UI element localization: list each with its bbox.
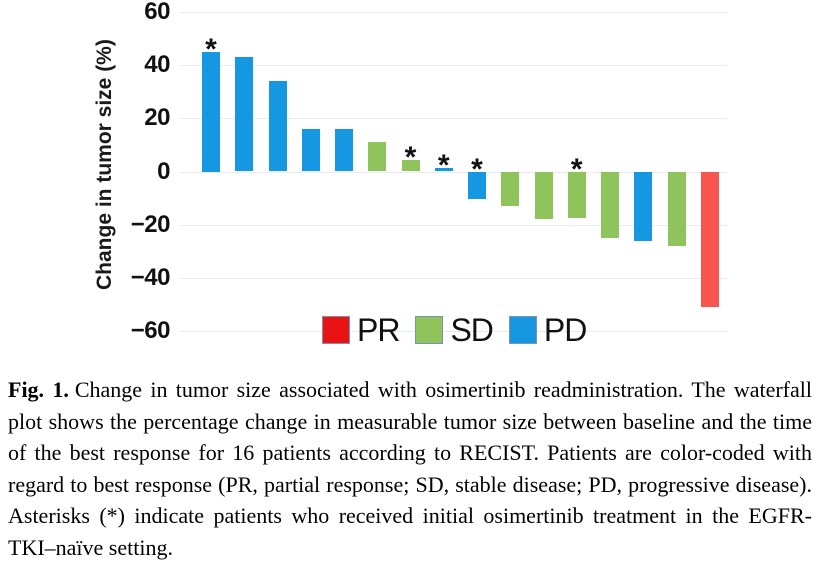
gridline-60 xyxy=(180,12,727,13)
bar-patient-4-pd xyxy=(301,128,320,172)
plot-area: 60 40 20 0 −20 −40 −60 * * * * * xyxy=(130,0,727,344)
gridline-20 xyxy=(180,118,727,120)
y-tick-label--40: −40 xyxy=(130,263,171,291)
bar-patient-10-sd xyxy=(501,171,520,207)
bar-patient-5-pd xyxy=(335,128,353,172)
gridline-40 xyxy=(180,65,727,67)
legend-item-sd: SD xyxy=(415,312,494,348)
bar-patient-15-sd xyxy=(667,171,686,246)
caption-text: Change in tumor size associated with osi… xyxy=(8,377,812,560)
asterisk-patient-9: * xyxy=(471,152,483,186)
bar-patient-3-pd xyxy=(268,81,287,172)
bar-patient-13-sd xyxy=(601,171,619,238)
bar-patient-6-sd xyxy=(368,142,387,172)
bar-patient-16-pr xyxy=(700,171,719,308)
asterisk-patient-7: * xyxy=(404,140,417,174)
asterisk-patient-1: * xyxy=(205,32,217,66)
y-tick-label-60: 60 xyxy=(144,0,170,25)
legend-label-pr: PR xyxy=(357,312,400,348)
bar-patient-8-pd xyxy=(434,167,453,172)
legend-item-pd: PD xyxy=(508,312,587,348)
asterisk-patient-12: * xyxy=(570,152,583,186)
legend-swatch-sd xyxy=(415,316,444,344)
bar-patient-14-pd xyxy=(634,171,653,241)
bar-patient-11-sd xyxy=(534,171,553,220)
legend: PR SD PD xyxy=(322,312,587,348)
gridline--20 xyxy=(180,224,727,226)
y-tick-label-0: 0 xyxy=(157,157,170,185)
legend-label-sd: SD xyxy=(450,312,493,348)
y-tick-label--20: −20 xyxy=(130,210,171,238)
legend-swatch-pd xyxy=(508,316,537,344)
waterfall-chart: Change in tumor size (%) 60 40 20 0 −20 −40 −6… xyxy=(93,0,727,348)
bar-patient-2-pd xyxy=(235,57,254,172)
bar-patient-7-sd xyxy=(401,159,420,172)
legend-item-pr: PR xyxy=(322,312,400,348)
figure-label: Fig. 1. xyxy=(8,377,69,402)
legend-swatch-pr xyxy=(322,316,350,344)
gridline--60 xyxy=(180,331,727,332)
bar-patient-1-pd xyxy=(202,51,220,172)
gridline--40 xyxy=(180,277,727,279)
y-tick-label-40: 40 xyxy=(144,51,170,79)
gridline-0 xyxy=(180,171,727,173)
y-tick-label-20: 20 xyxy=(144,104,170,132)
asterisk-patient-8: * xyxy=(437,148,450,182)
bar-patient-12-sd xyxy=(567,171,586,219)
y-tick-label--60: −60 xyxy=(130,317,171,344)
figure-caption: Fig. 1. Change in tumor size associated w… xyxy=(0,372,822,563)
bar-patient-9-pd xyxy=(468,171,486,200)
legend-label-pd: PD xyxy=(543,312,587,348)
